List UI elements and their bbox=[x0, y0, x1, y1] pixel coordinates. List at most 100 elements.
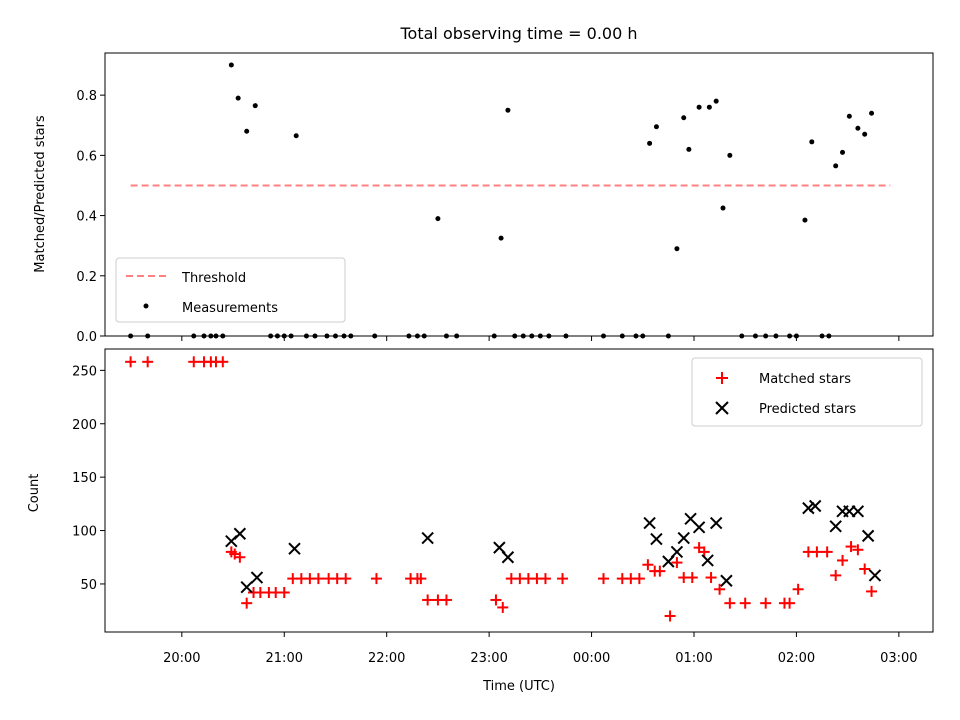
matched-star-point bbox=[422, 594, 434, 606]
matched-star-point bbox=[821, 546, 833, 558]
bottom-y-tick-label: 100 bbox=[72, 525, 97, 540]
matched-star-point bbox=[642, 559, 654, 571]
measurement-point bbox=[686, 146, 692, 152]
measurement-point bbox=[855, 125, 861, 131]
top-y-tick-label: 0.8 bbox=[76, 89, 97, 104]
top-plot-frame bbox=[104, 52, 934, 337]
x-tick-label: 20:00 bbox=[163, 651, 200, 666]
x-tick-label: 02:00 bbox=[778, 651, 815, 666]
matched-star-point bbox=[845, 541, 857, 553]
predicted-star-point bbox=[677, 531, 690, 545]
top-y-axis-label: Matched/Predicted stars bbox=[33, 115, 48, 273]
matched-star-point bbox=[654, 565, 666, 577]
predicted-star-point bbox=[802, 501, 815, 515]
x-tick-label: 00:00 bbox=[573, 651, 610, 666]
bottom-plot-frame bbox=[104, 348, 934, 633]
matched-star-point bbox=[125, 356, 137, 368]
top-legend-frame bbox=[115, 257, 346, 323]
measurements-legend-label: Measurements bbox=[182, 301, 278, 316]
predicted-star-point bbox=[692, 521, 706, 534]
matched-star-point bbox=[837, 554, 849, 566]
measurement-point bbox=[681, 115, 687, 121]
predicted-star-point bbox=[808, 499, 822, 513]
x-axis-label: Time (UTC) bbox=[482, 679, 555, 694]
measurement-point bbox=[802, 217, 808, 223]
predicted-star-point bbox=[288, 542, 301, 555]
bottom-legend: Matched stars Predicted stars bbox=[691, 357, 923, 427]
top-legend: Threshold Measurements bbox=[115, 257, 346, 323]
measurement-point bbox=[696, 104, 702, 110]
predicted-star-point bbox=[421, 531, 434, 545]
matched-star-point bbox=[633, 573, 645, 585]
matched-star-point bbox=[340, 573, 352, 585]
x-tick-label: 22:00 bbox=[368, 651, 405, 666]
matched-legend-label: Matched stars bbox=[759, 372, 851, 387]
measurement-point bbox=[869, 110, 875, 116]
predicted-star-point bbox=[851, 505, 865, 518]
chart-title: Total observing time = 0.00 h bbox=[399, 24, 637, 43]
matched-star-point bbox=[234, 551, 246, 563]
matched-star-point bbox=[811, 546, 823, 558]
threshold-legend-label: Threshold bbox=[181, 271, 246, 286]
measurement-point bbox=[647, 140, 653, 146]
predicted-star-point bbox=[709, 516, 723, 530]
matched-star-point bbox=[739, 597, 751, 609]
predicted-star-point bbox=[701, 554, 714, 567]
measurement-point bbox=[244, 128, 250, 134]
matched-star-point bbox=[714, 583, 726, 595]
matched-star-point bbox=[664, 610, 676, 622]
matched-star-point bbox=[490, 594, 502, 606]
matched-star-point bbox=[415, 573, 427, 585]
predicted-star-point bbox=[868, 569, 882, 582]
matched-star-point bbox=[440, 594, 452, 606]
bottom-y-ticks: 50 100 150 200 250 bbox=[72, 364, 105, 593]
matched-star-point bbox=[859, 563, 871, 575]
matched-star-point bbox=[598, 573, 610, 585]
measurement-point bbox=[706, 104, 712, 110]
matched-star-point bbox=[217, 356, 229, 368]
matched-star-point bbox=[866, 585, 878, 597]
top-y-tick-label: 0.6 bbox=[76, 149, 97, 164]
predicted-star-point bbox=[643, 516, 656, 530]
measurement-point bbox=[840, 149, 846, 155]
matched-star-point bbox=[142, 356, 154, 368]
measurement-point bbox=[293, 133, 299, 139]
matched-stars-series bbox=[125, 356, 878, 622]
matched-star-point bbox=[188, 356, 200, 368]
top-y-tick-label: 0.0 bbox=[76, 330, 97, 345]
top-y-tick-label: 0.4 bbox=[76, 210, 97, 225]
matched-star-point bbox=[784, 597, 796, 609]
bottom-y-tick-label: 200 bbox=[72, 418, 97, 433]
measurement-point bbox=[713, 98, 719, 104]
measurement-point bbox=[674, 246, 680, 252]
matched-star-point bbox=[705, 572, 717, 584]
matched-star-point bbox=[760, 597, 772, 609]
measurement-point bbox=[846, 113, 852, 119]
predicted-star-point bbox=[233, 527, 247, 540]
matched-star-point bbox=[698, 546, 710, 558]
measurement-point bbox=[235, 95, 241, 101]
matched-legend-swatch bbox=[716, 372, 728, 384]
matched-star-point bbox=[539, 573, 551, 585]
matched-star-point bbox=[724, 597, 736, 609]
predicted-star-point bbox=[240, 580, 253, 594]
matched-star-point bbox=[241, 597, 253, 609]
x-tick-label: 03:00 bbox=[880, 651, 917, 666]
x-tick-label: 21:00 bbox=[266, 651, 303, 666]
matched-star-point bbox=[312, 573, 324, 585]
x-tick-label: 01:00 bbox=[675, 651, 712, 666]
bottom-y-tick-label: 250 bbox=[72, 364, 97, 379]
x-ticks: 20:00 21:00 22:00 23:00 00:00 01:00 02:00 03:00 bbox=[163, 632, 918, 666]
matched-star-point bbox=[497, 601, 509, 613]
bottom-legend-frame bbox=[691, 357, 923, 427]
predicted-star-point bbox=[861, 529, 875, 543]
matched-star-point bbox=[830, 569, 842, 581]
top-y-ticks: 0.0 0.2 0.4 0.6 0.8 bbox=[76, 89, 105, 345]
predicted-star-point bbox=[501, 551, 515, 564]
predicted-legend-label: Predicted stars bbox=[759, 402, 856, 417]
measurement-point bbox=[228, 62, 234, 68]
predicted-star-point bbox=[720, 574, 733, 587]
measurement-point bbox=[498, 235, 504, 241]
measurement-point bbox=[862, 131, 868, 137]
predicted-star-point bbox=[670, 545, 684, 559]
